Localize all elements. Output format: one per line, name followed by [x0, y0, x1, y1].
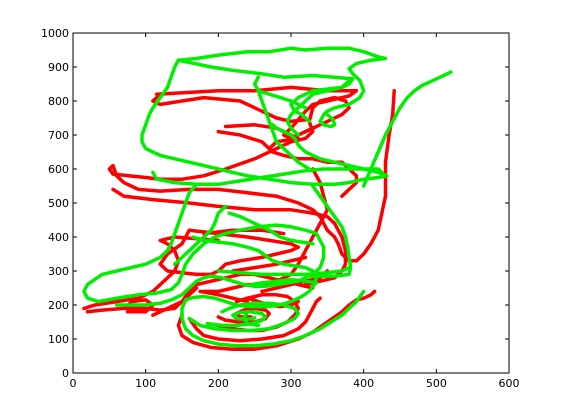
series-0-stroke-9 — [125, 298, 155, 314]
y-axis-ticks: 0 100 200 300 400 500 600 700 800 900 1000 — [41, 27, 509, 380]
series-0-stroke-12 — [187, 296, 322, 343]
series-1-stroke-17 — [249, 277, 319, 287]
y-tick-label: 400 — [48, 231, 69, 244]
series-0-stroke-7 — [82, 235, 221, 311]
y-tick-label: 500 — [48, 197, 69, 210]
series-1-stroke-8 — [172, 204, 228, 266]
y-tick-label: 1000 — [41, 27, 69, 40]
series-1-stroke-9 — [227, 211, 315, 246]
series-1-stroke-14 — [361, 70, 453, 188]
y-tick-label: 800 — [48, 95, 69, 108]
series-0-stroke-6 — [158, 228, 301, 277]
series-1-stroke-5 — [256, 89, 311, 171]
series-1-stroke-12 — [187, 301, 301, 333]
series-1-stroke-7 — [82, 182, 326, 307]
series-1-stroke-18 — [242, 310, 261, 328]
x-tick-label: 200 — [208, 377, 229, 390]
series-1-stroke-4 — [285, 78, 351, 137]
series-1 — [82, 46, 453, 348]
series-1-stroke-0 — [176, 46, 388, 129]
y-tick-label: 0 — [62, 367, 69, 380]
series-1-stroke-13 — [205, 310, 268, 328]
y-tick-label: 600 — [48, 163, 69, 176]
x-axis-ticks: 0 100 200 300 400 500 600 — [70, 33, 520, 390]
series-0-stroke-10 — [151, 286, 199, 317]
series-1-stroke-6 — [151, 167, 384, 187]
series-0-stroke-0 — [107, 85, 396, 263]
y-tick-label: 700 — [48, 129, 69, 142]
series-1-stroke-2 — [176, 58, 355, 124]
series-1-stroke-1 — [140, 58, 389, 187]
series-layer — [82, 46, 453, 351]
x-tick-label: 400 — [353, 377, 374, 390]
x-tick-label: 100 — [135, 377, 156, 390]
x-tick-label: 500 — [426, 377, 447, 390]
series-0-stroke-3 — [216, 129, 271, 151]
y-tick-label: 300 — [48, 265, 69, 278]
series-0-stroke-18 — [231, 255, 308, 273]
series-0-stroke-8 — [85, 272, 315, 314]
y-tick-label: 100 — [48, 333, 69, 346]
y-tick-label: 200 — [48, 299, 69, 312]
y-tick-label: 900 — [48, 61, 69, 74]
x-tick-label: 300 — [281, 377, 302, 390]
series-1-stroke-11 — [180, 289, 366, 348]
series-1-stroke-16 — [216, 265, 351, 277]
x-tick-label: 600 — [499, 377, 520, 390]
series-1-stroke-3 — [252, 75, 308, 110]
series-1-stroke-15 — [303, 184, 353, 278]
x-tick-label: 0 — [70, 377, 77, 390]
series-0-stroke-4 — [111, 187, 348, 287]
series-0-stroke-16 — [198, 289, 250, 304]
